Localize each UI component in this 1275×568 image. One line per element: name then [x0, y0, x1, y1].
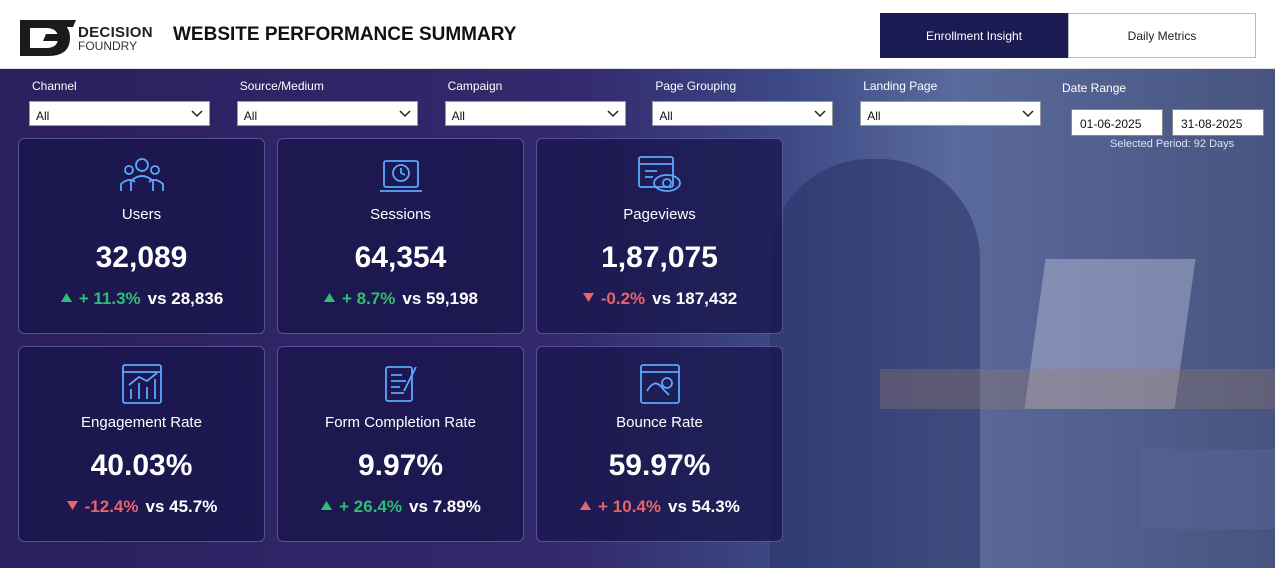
- trend-arrow: [580, 501, 592, 510]
- kpi-delta-row: -12.4% vs 45.7%: [19, 497, 264, 517]
- kpi-label: Pageviews: [623, 206, 696, 223]
- date-end[interactable]: 31-08-2025: [1172, 109, 1264, 136]
- kpi-value: 9.97%: [357, 449, 444, 482]
- filter-label: Source/Medium: [239, 79, 324, 93]
- trend-arrow: [60, 293, 72, 302]
- filter-value: All: [867, 109, 881, 123]
- kpi-value: 59.97%: [608, 449, 711, 482]
- filter-label: Campaign: [447, 79, 503, 93]
- chevron: [399, 110, 411, 118]
- kpi-compare: vs 187,432: [652, 289, 738, 308]
- background-photo: [880, 369, 1275, 409]
- filter-dropdown[interactable]: All: [29, 101, 210, 126]
- logo-subtext: FOUNDRY: [78, 39, 138, 53]
- kpi-card: Sessions 64,354 + 8.7% vs 59,198: [277, 138, 524, 334]
- filter-dropdown[interactable]: All: [444, 101, 626, 126]
- filter-label: Landing Page: [863, 79, 938, 93]
- kpi-delta: -12.4%: [84, 497, 139, 516]
- filter-dropdown[interactable]: All: [860, 101, 1042, 126]
- logo-mark: [20, 20, 76, 56]
- kpi-icon: [385, 366, 417, 402]
- header: DECISION FOUNDRY WEBSITE PERFORMANCE SUM…: [0, 0, 1275, 69]
- page-title: WEBSITE PERFORMANCE SUMMARY: [173, 24, 517, 45]
- trend-arrow: [582, 293, 594, 302]
- kpi-delta-row: -0.2% vs 187,432: [537, 289, 782, 309]
- kpi-value: 1,87,075: [601, 241, 718, 274]
- kpi-icon: [640, 364, 680, 404]
- kpi-card: Engagement Rate 40.03% -12.4% vs 45.7%: [18, 346, 265, 542]
- kpi-delta: + 11.3%: [78, 289, 141, 308]
- chevron: [191, 110, 203, 118]
- kpi-card: Pageviews 1,87,075 -0.2% vs 187,432: [536, 138, 783, 334]
- chevron: [814, 110, 826, 118]
- kpi-delta: + 10.4%: [598, 497, 661, 516]
- trend-arrow: [323, 293, 335, 302]
- tab[interactable]: Daily Metrics: [1068, 13, 1256, 58]
- kpi-compare: vs 45.7%: [145, 497, 218, 516]
- trend-arrow: [66, 501, 78, 510]
- kpi-card: Users 32,089 + 11.3% vs 28,836: [18, 138, 265, 334]
- tab[interactable]: Enrollment Insight: [880, 13, 1068, 58]
- chevron: [607, 110, 619, 118]
- filter-label: Date Range: [1062, 81, 1127, 95]
- kpi-compare: vs 28,836: [147, 289, 224, 308]
- kpi-label: Engagement Rate: [81, 414, 202, 431]
- kpi-icon: [638, 156, 681, 192]
- chevron: [1022, 110, 1034, 118]
- logo-text: DECISION: [78, 24, 153, 41]
- kpi-value: 64,354: [354, 241, 447, 274]
- background-photo: [1140, 449, 1275, 529]
- filter-label: Page Grouping: [655, 79, 737, 93]
- kpi-icon: [120, 158, 164, 191]
- kpi-icon: [380, 160, 422, 192]
- background-photo: [770, 159, 980, 568]
- kpi-delta: + 8.7%: [341, 289, 396, 308]
- filter-value: All: [659, 109, 673, 123]
- filter-value: All: [36, 109, 50, 123]
- date-range: Date Range 01-06-2025 31-08-2025 Selecte…: [1062, 79, 1272, 150]
- dashboard: Channel All Source/Medium All Campaign All Pag…: [0, 69, 1275, 568]
- filter-dropdown[interactable]: All: [652, 101, 834, 126]
- kpi-delta-row: + 8.7% vs 59,198: [278, 289, 523, 309]
- kpi-compare: vs 54.3%: [668, 497, 740, 516]
- kpi-label: Form Completion Rate: [325, 414, 476, 431]
- kpi-delta-row: + 11.3% vs 28,836: [19, 289, 264, 309]
- kpi-label: Bounce Rate: [616, 414, 703, 431]
- kpi-value: 40.03%: [90, 449, 193, 482]
- kpi-compare: vs 7.89%: [409, 497, 481, 516]
- kpi-delta: + 26.4%: [339, 497, 402, 516]
- kpi-delta-row: + 10.4% vs 54.3%: [537, 497, 782, 517]
- kpi-card: Bounce Rate 59.97% + 10.4% vs 54.3%: [536, 346, 783, 542]
- kpi-value: 32,089: [95, 241, 188, 274]
- kpi-delta-row: + 26.4% vs 7.89%: [278, 497, 523, 517]
- filter-dropdown[interactable]: All: [236, 101, 418, 126]
- kpi-card: Form Completion Rate 9.97% + 26.4% vs 7.89%: [277, 346, 524, 542]
- filter-label: Channel: [32, 79, 77, 93]
- filter-value: All: [243, 109, 258, 123]
- kpi-label: Users: [121, 206, 162, 223]
- period-text: Selected Period: 92 Days: [1110, 138, 1235, 150]
- kpi-delta: -0.2%: [600, 289, 646, 308]
- trend-arrow: [321, 501, 333, 510]
- kpi-icon: [122, 364, 162, 404]
- kpi-compare: vs 59,198: [402, 289, 479, 308]
- date-start[interactable]: 01-06-2025: [1071, 109, 1163, 136]
- filter-value: All: [451, 109, 465, 123]
- kpi-label: Sessions: [370, 206, 431, 223]
